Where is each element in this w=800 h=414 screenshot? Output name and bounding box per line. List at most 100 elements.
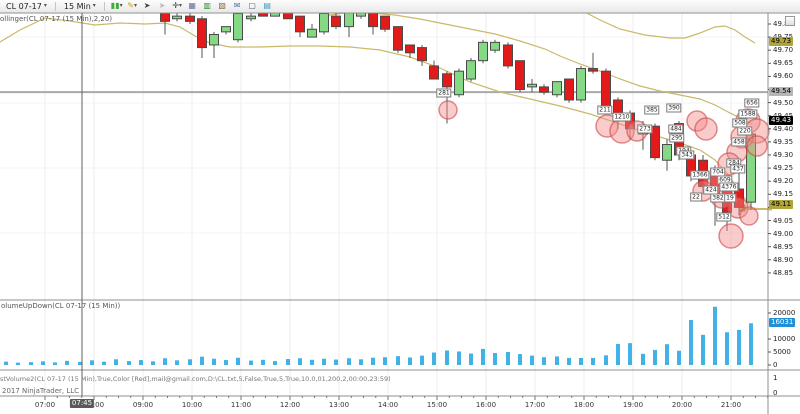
volume-number-label: 19 [724,193,736,203]
bar-style-icon[interactable]: ▮▮ ▾ [110,1,123,10]
volume-bar [127,361,131,365]
volume-bar [530,355,534,365]
volume-bar [322,358,326,365]
volume-number-label: 220 [737,126,753,136]
price-axis-label: 49.30 [773,151,794,159]
volume-bar [249,360,253,365]
volume-bar [481,348,485,365]
volume-number-label: 437 [730,164,746,174]
chevron-down-icon: ▾ [43,2,47,9]
volume-number-label: 1588 [738,109,758,119]
candle-body [564,78,574,101]
signal-bubble [694,117,718,141]
volume-bar [542,357,546,365]
candle-body [368,13,378,28]
candle-body [552,81,562,96]
middle-band-line [321,12,753,125]
volume-number-label: 295 [669,133,685,143]
volume-number-label: 512 [716,212,732,222]
price-axis-label: 49.00 [773,229,794,238]
volume-bar [628,343,632,365]
time-axis-label: 12:00 [279,401,301,409]
candle-body [160,13,170,22]
volume-bar [677,350,681,365]
volume-number-label: 1366 [690,170,710,180]
window-icon[interactable]: ▢ [248,1,256,10]
time-axis-label: 16:00 [475,401,497,409]
volume-bar [298,358,302,365]
volume-bar [4,361,8,365]
toolbar-separator [103,1,105,11]
volume-bar [359,359,363,365]
mail-icon[interactable]: ✉ [233,1,241,10]
candle-body [417,47,427,62]
candle-body [527,83,537,88]
volume-number-label: 385 [644,105,660,115]
time-axis-label: 15:00 [426,401,448,409]
volume-number-label: 211 [597,105,613,115]
crosshair-icon[interactable]: ✛ ▾ [172,1,182,10]
chevron-down-icon: ▾ [178,2,182,9]
time-axis-label: 20:00 [671,401,693,409]
volume-bar [286,359,290,365]
price-axis-label: 49.35 [773,137,794,146]
volume-number-label: 22 [690,192,702,202]
time-axis-label: 18:00 [573,401,595,409]
volume-bar [163,358,167,365]
pencil-icon[interactable]: ✎ ▾ [127,1,137,10]
lower-band-line [0,17,773,211]
time-axis-label: 09:00 [132,401,154,409]
interval-select[interactable]: 15 Min ▾ [61,1,99,12]
volume-bar [737,329,741,365]
volume-bar [641,353,645,365]
volume-bar [236,357,240,365]
price-axis-label: 48.95 [773,242,794,251]
volume-bar [273,361,277,365]
volume-bar [41,361,45,365]
instrument-select[interactable]: CL 07-17 ▾ [3,1,50,12]
panels-icon[interactable]: ▦ [188,1,196,10]
candle-body [209,33,219,46]
volume-bar [616,343,620,365]
price-axis-label: 49.70 [773,46,794,55]
volume-bar [224,360,228,365]
volume2-indicator-label: stVolume2(CL 07-17 (15 Min),True,Color [… [0,375,391,383]
snapshot-icon[interactable]: ▧ [218,1,226,10]
pointer-alt-icon[interactable]: ➤ [158,1,166,10]
chart-trader-icon[interactable]: ▥ [203,1,211,10]
volumeupdown-indicator-label: olumeUpDown(CL 07-17 (15 Min)) [1,302,121,310]
candle-body [442,73,452,88]
signal-bubble [727,197,749,219]
data-grid-icon[interactable]: ▤ [263,1,271,10]
volume-bar [420,355,424,365]
volume-bar [371,357,375,365]
time-axis-label: 11:00 [230,401,252,409]
volume-bar [334,359,338,365]
volume-number-label: 4376 [719,182,739,192]
subpanel-axis-label: 1 [773,374,778,382]
volume-number-label: 281 [436,88,452,98]
volume-bar [383,357,387,365]
volume-bar [591,357,595,365]
volume-badge: 16031 [769,318,796,328]
signal-bubble [746,135,768,157]
volume-bar [78,361,82,365]
chart-toolbar: CL 07-17 ▾ 15 Min ▾ ▮▮ ▾ ✎ ▾ ➤ ➤ ✛ ▾ ▦ ▥ ▧ ✉ ▢ ▤ [0,0,800,13]
candle-body [466,60,476,80]
candle-body [172,15,182,20]
volume-bar [653,349,657,365]
chart-properties-icon[interactable] [785,16,795,26]
volume-bar [555,356,559,365]
candle-body [380,15,390,30]
time-axis-label: 14:00 [377,401,399,409]
signal-bubble [739,206,759,226]
time-axis-label: 08:00 [83,401,105,409]
volume-number-label: 390 [666,103,682,113]
pointer-icon[interactable]: ➤ [143,1,151,10]
chevron-down-icon: ▾ [133,2,137,9]
volume-bar [65,360,69,365]
candle-body [662,144,672,161]
volume-bar [725,332,729,365]
volume-number-label: 273 [637,124,653,134]
